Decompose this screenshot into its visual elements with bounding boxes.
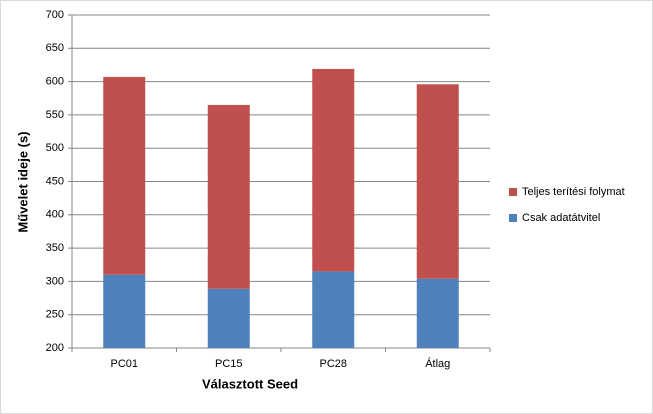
y-tick-label: 300: [46, 275, 64, 287]
legend-swatch: [509, 214, 517, 222]
bar-segment: [103, 274, 146, 348]
x-tick-label: PC28: [319, 358, 347, 370]
bar-segment: [207, 288, 250, 348]
legend-label: Teljes terítési folymat: [522, 186, 625, 198]
y-tick-label: 700: [46, 9, 64, 21]
legend-swatch: [509, 188, 517, 196]
y-tick-label: 650: [46, 42, 64, 54]
y-tick-label: 250: [46, 309, 64, 321]
bar-segment: [312, 68, 355, 272]
x-tick-label: PC01: [110, 358, 138, 370]
y-tick-label: 600: [46, 76, 64, 88]
y-tick-label: 450: [46, 175, 64, 187]
x-tick-label: Átlag: [425, 357, 450, 370]
y-tick-label: 350: [46, 242, 64, 254]
bar-segment: [416, 84, 459, 279]
legend-label: Csak adatátvitel: [522, 212, 600, 224]
y-tick-label: 550: [46, 109, 64, 121]
y-axis-title: Művelet ideje (s): [15, 131, 30, 232]
bar-segment: [207, 104, 250, 289]
x-axis-title: Választott Seed: [202, 376, 298, 391]
bar-segment: [416, 278, 459, 348]
y-tick-label: 400: [46, 209, 64, 221]
bar-segment: [312, 271, 355, 348]
y-tick-label: 200: [46, 342, 64, 354]
y-tick-label: 500: [46, 142, 64, 154]
x-tick-label: PC15: [215, 358, 243, 370]
bar-segment: [103, 76, 146, 275]
